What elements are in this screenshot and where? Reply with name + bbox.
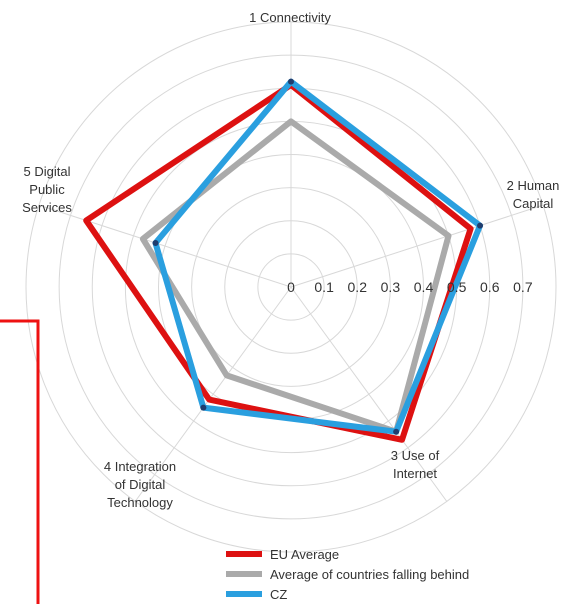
legend: EU Average Average of countries falling b… bbox=[226, 547, 469, 602]
data-point bbox=[152, 239, 159, 246]
axis-label: 1 Connectivity bbox=[249, 10, 331, 25]
radial-tick-labels: 0 0.1 0.2 0.3 0.4 0.5 0.6 0.7 bbox=[287, 279, 533, 295]
frame-line bbox=[0, 319, 40, 604]
data-point bbox=[393, 428, 400, 435]
series-line-1 bbox=[139, 118, 452, 435]
tick-label: 0.3 bbox=[381, 279, 401, 295]
data-point bbox=[288, 78, 294, 85]
axis-label: 3 Use of Internet bbox=[391, 448, 440, 481]
tick-label: 0.6 bbox=[480, 279, 500, 295]
axis-label: 5 Digital Public Services bbox=[22, 164, 72, 215]
legend-label: CZ bbox=[270, 587, 287, 602]
tick-label: 0.7 bbox=[513, 279, 533, 295]
tick-label: 0.4 bbox=[414, 279, 434, 295]
decorative-frame bbox=[0, 319, 40, 604]
axis-labels: 1 Connectivity 2 Human Capital 3 Use of Inte… bbox=[22, 10, 559, 510]
tick-label: 0.2 bbox=[348, 279, 368, 295]
axis-label: 4 Integration of Digital Technology bbox=[104, 459, 176, 510]
legend-label: EU Average bbox=[270, 547, 339, 562]
grid-spoke bbox=[38, 204, 292, 288]
axis-label: 2 Human Capital bbox=[507, 178, 560, 211]
data-point bbox=[477, 222, 484, 229]
tick-label: 0 bbox=[287, 279, 295, 295]
radar-series bbox=[83, 78, 484, 443]
tick-label: 0.1 bbox=[314, 279, 334, 295]
grid-spoke bbox=[290, 286, 448, 502]
tick-label: 0.5 bbox=[447, 279, 467, 295]
grid-spoke bbox=[290, 204, 544, 288]
data-point bbox=[200, 404, 207, 411]
legend-label: Average of countries falling behind bbox=[270, 567, 469, 582]
series-line-2 bbox=[152, 78, 483, 435]
grid-spoke bbox=[134, 286, 292, 502]
